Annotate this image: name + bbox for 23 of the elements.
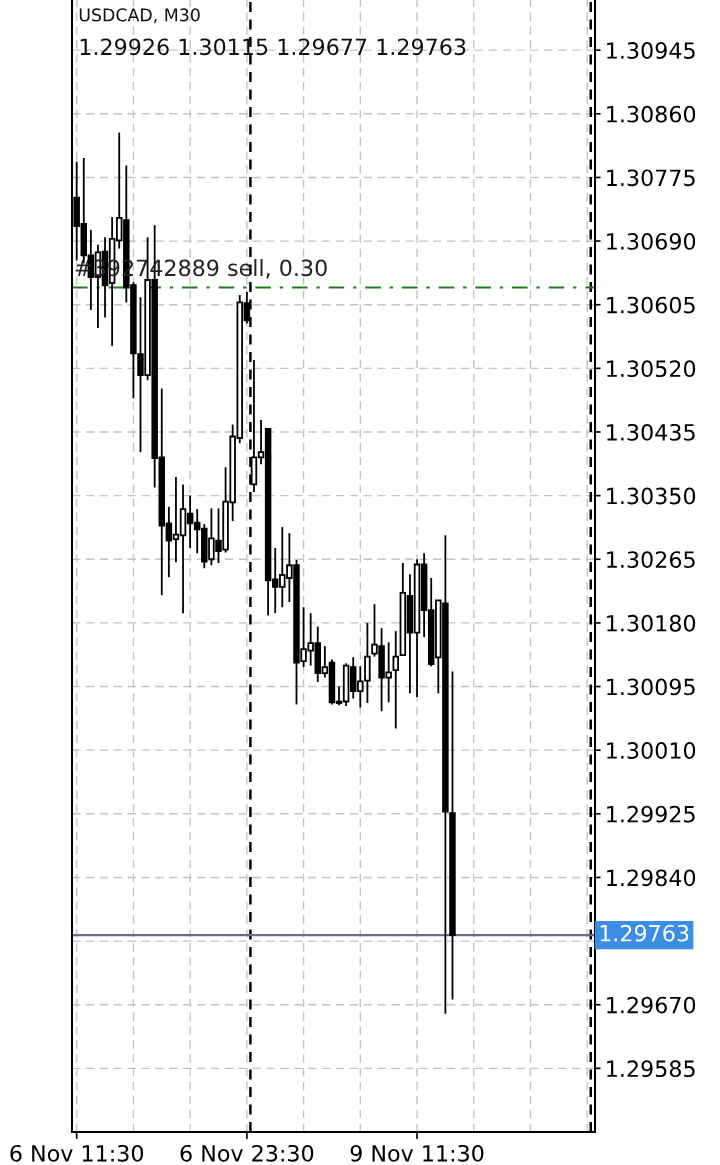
x-tick-label: 9 Nov 11:30	[350, 1144, 484, 1162]
y-tick-label: 1.29670	[607, 996, 696, 1014]
y-tick-label: 1.29585	[607, 1060, 695, 1078]
y-tick-label: 1.30180	[607, 614, 696, 632]
y-tick-label: 1.30520	[607, 360, 696, 378]
text: 1.29926 1.30115 1.29677 1.29763	[80, 38, 466, 56]
candlestick	[392, 630, 400, 730]
x-tick-label: 6 Nov 11:30	[10, 1144, 144, 1162]
ref-line-label: 1.29763	[600, 924, 689, 942]
y-tick-label: 1.30860	[607, 105, 696, 123]
y-tick-label: 1.29840	[607, 869, 696, 887]
y-tick-label: 1.30350	[607, 487, 696, 505]
y-tick-label: 1.30095	[607, 678, 695, 696]
x-tick-label: 6 Nov 23:30	[180, 1144, 314, 1162]
y-tick-label: 1.30265	[607, 551, 695, 569]
y-tick-label: 1.29925	[607, 805, 695, 823]
y-tick-label: 1.30435	[607, 423, 695, 441]
y-tick-label: 1.30605	[607, 296, 695, 314]
chart-title: USDCAD, M30	[79, 8, 200, 24]
y-tick-label: 1.30010	[607, 742, 696, 759]
y-tick-label: 1.30690	[607, 233, 696, 250]
y-tick-label: 1.30945	[607, 42, 695, 59]
y-tick-label: 1.30775	[607, 169, 695, 187]
